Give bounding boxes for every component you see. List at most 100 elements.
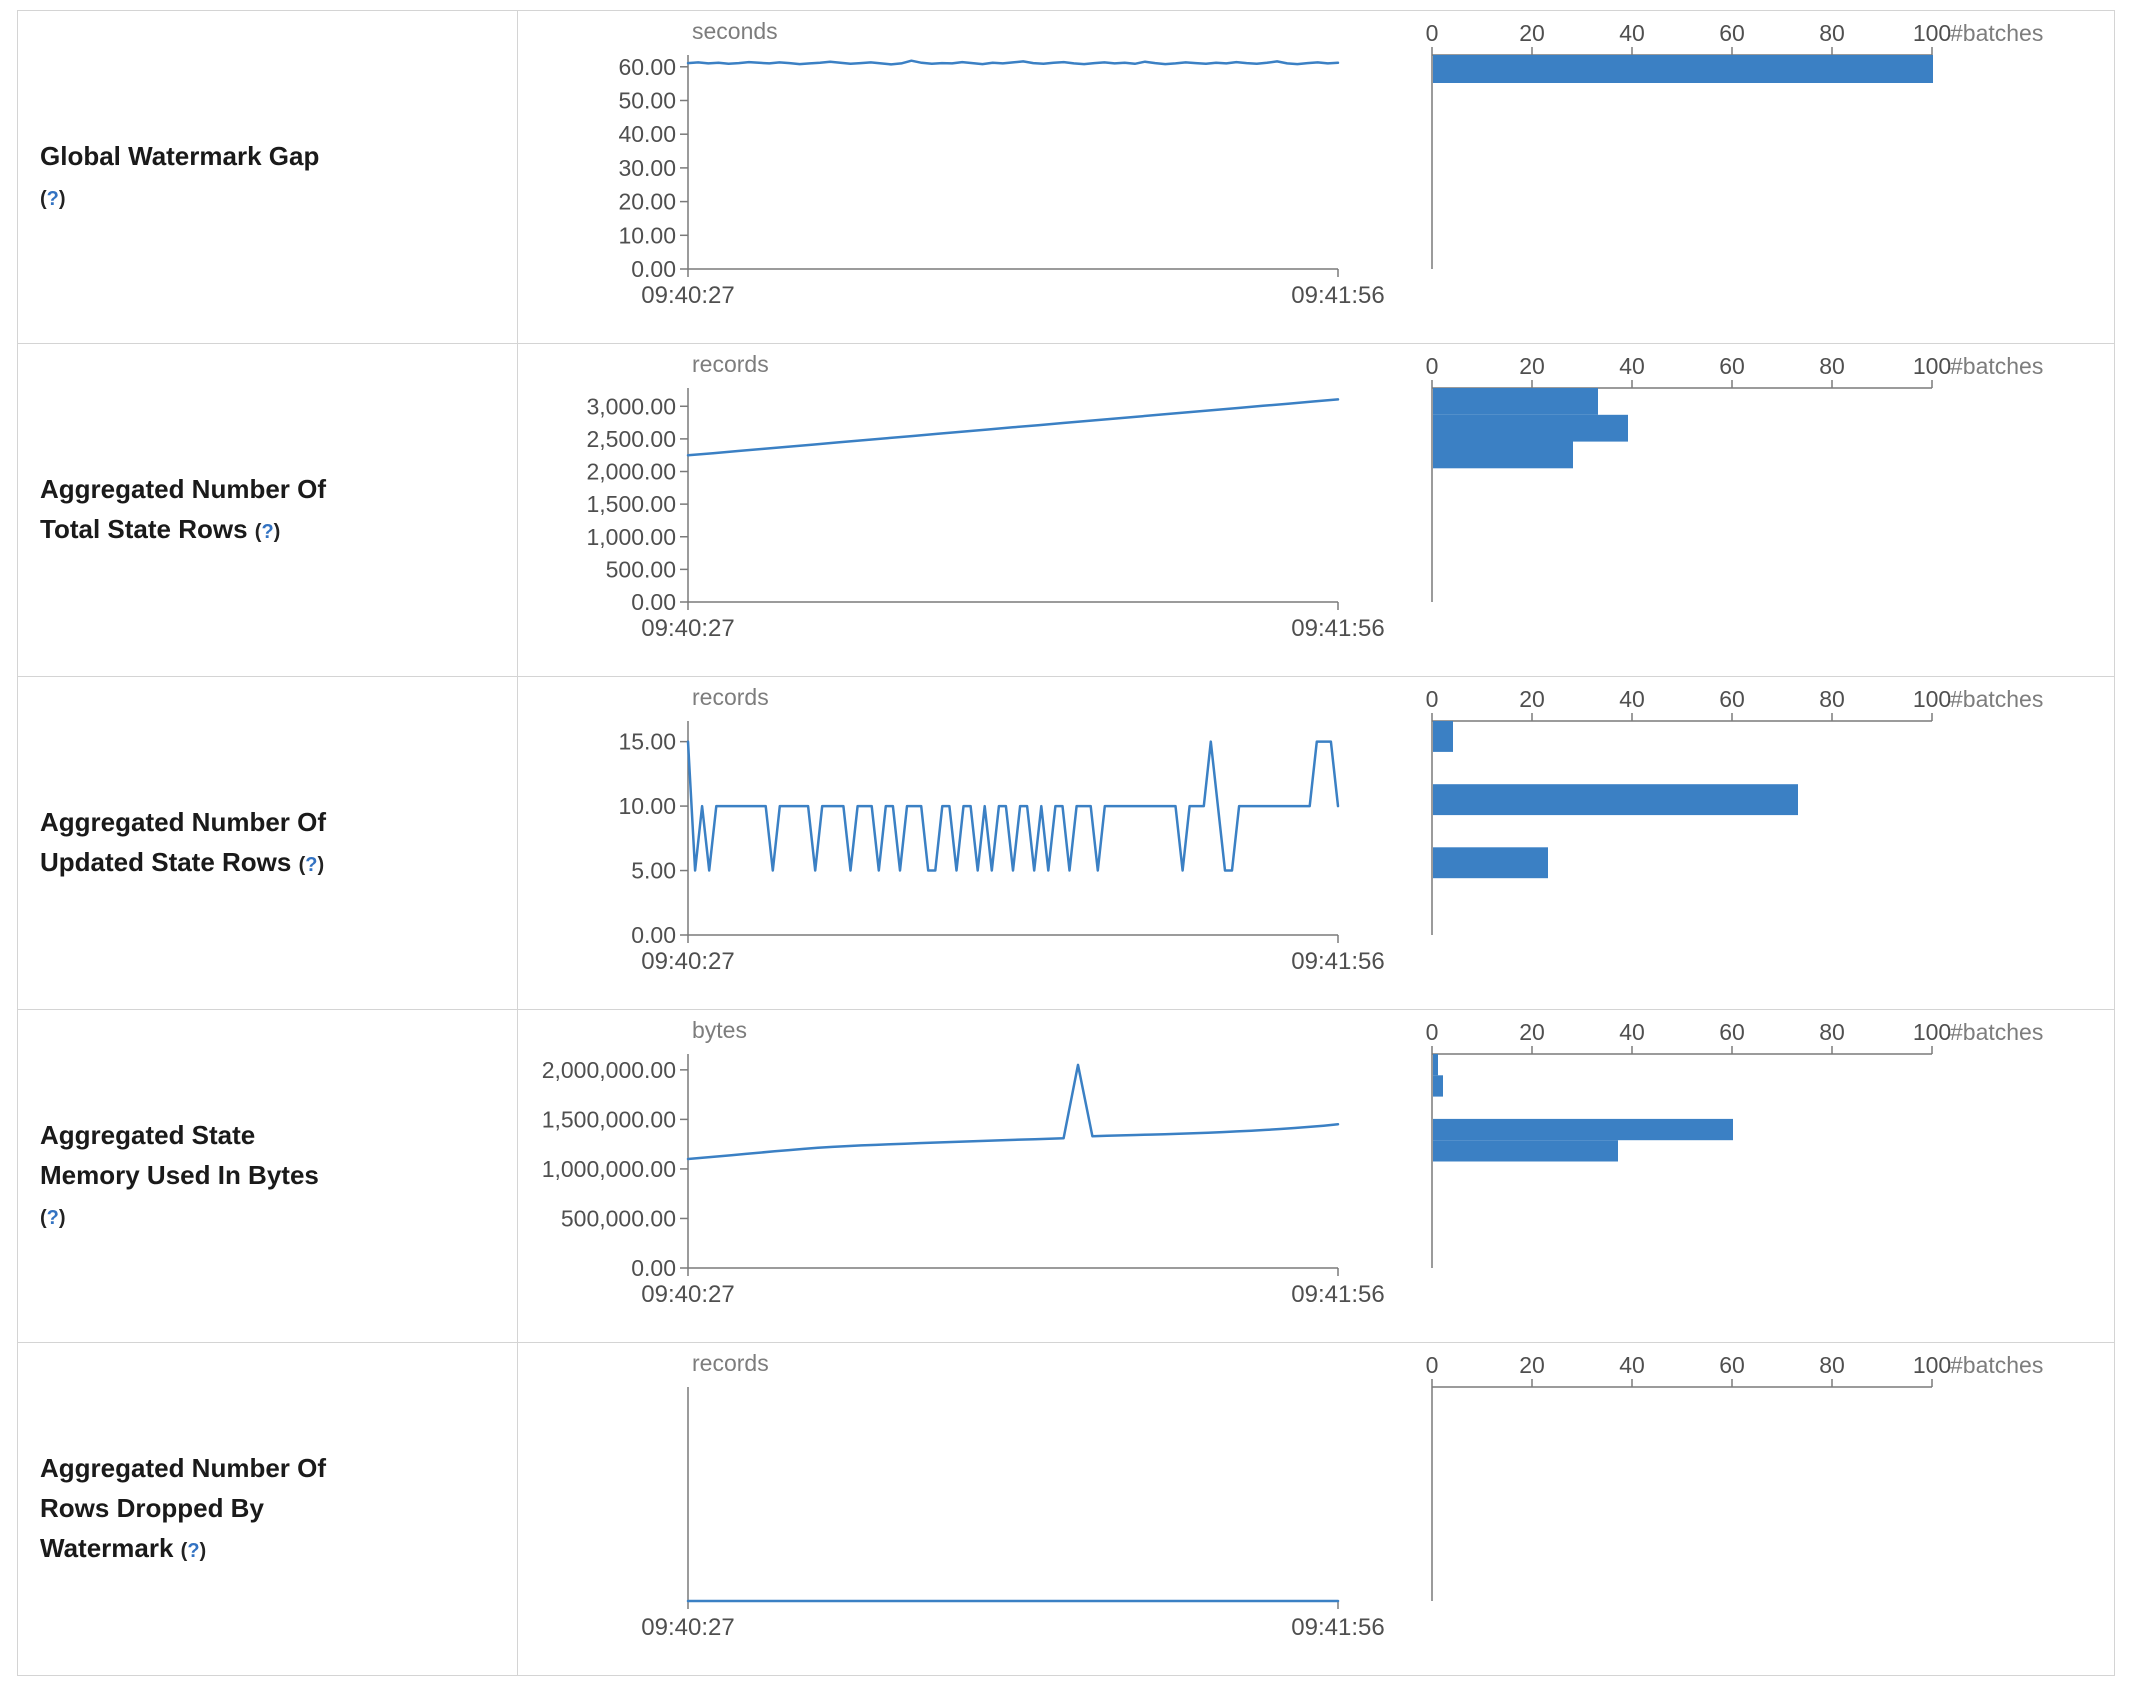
- y-tick-label: 5.00: [631, 858, 676, 884]
- x-tick-label-start: 09:40:27: [641, 1614, 734, 1641]
- histogram-chart-aggregated-total-state-rows: 0 20 40 60 80 100#batches: [1426, 353, 2043, 602]
- histogram-bar: [1433, 441, 1573, 469]
- help-icon[interactable]: (?): [299, 854, 325, 876]
- x-tick-label-end: 09:41:56: [1291, 948, 1384, 975]
- batches-tick-label: 40: [1619, 686, 1645, 712]
- metric-label-line: Global Watermark Gap: [40, 140, 320, 171]
- metric-label-line: (?): [40, 176, 319, 219]
- timeline-series-line: [686, 740, 1340, 872]
- timeline-series-line: [686, 398, 1340, 457]
- histogram-bar: [1433, 55, 1933, 83]
- unit-label: bytes: [692, 1017, 747, 1043]
- unit-label: records: [692, 684, 769, 710]
- batches-tick-label: 0: [1426, 686, 1439, 712]
- x-tick-label-end: 09:41:56: [1291, 1281, 1384, 1308]
- metric-row-aggregated-updated-state-rows: Aggregated Number Of Updated State Rows (…: [18, 677, 2114, 1010]
- metric-label-cell: Aggregated State Memory Used In Bytes (?): [18, 1010, 518, 1342]
- x-tick-label-end: 09:41:56: [1291, 282, 1384, 309]
- batches-tick-label: 100: [1913, 353, 1951, 379]
- metric-charts-cell: seconds 0.00 10.00 20.00 30.00 40.00 50.00 60.0…: [518, 11, 2114, 343]
- timeline-series-line: [686, 59, 1340, 66]
- x-tick-label-start: 09:40:27: [641, 948, 734, 975]
- metric-charts-cell: records 09:40:27 09:41:56 0 20 40 60 80 100 #batc…: [518, 1343, 2114, 1675]
- metric-label-line: Memory Used In Bytes: [40, 1159, 319, 1190]
- batches-tick-label: 0: [1426, 1352, 1439, 1378]
- help-link[interactable]: ?: [187, 1539, 200, 1562]
- batches-tick-label: 20: [1519, 20, 1545, 46]
- y-tick-label: 60.00: [618, 54, 676, 80]
- metric-label-cell: Aggregated Number Of Updated State Rows (…: [18, 677, 518, 1009]
- batches-tick-label: 60: [1719, 1019, 1745, 1045]
- histogram-bar: [1433, 1075, 1443, 1097]
- batches-tick-label: 100: [1913, 686, 1951, 712]
- y-tick-label: 2,000.00: [586, 459, 676, 485]
- x-tick-label-start: 09:40:27: [641, 1281, 734, 1308]
- metric-label-cell: Aggregated Number Of Rows Dropped By Water…: [18, 1343, 518, 1675]
- metric-label-line: Rows Dropped By: [40, 1492, 264, 1523]
- batches-tick-label: 60: [1719, 686, 1745, 712]
- help-link[interactable]: ?: [305, 853, 318, 876]
- y-tick-label: 0.00: [631, 922, 676, 948]
- timeline-series-line: [686, 1063, 1340, 1161]
- y-tick-label: 2,500.00: [586, 426, 676, 452]
- y-tick-label: 10.00: [618, 222, 676, 248]
- histogram-chart-global-watermark-gap: 0 20 40 60 80 100#batches: [1426, 20, 2043, 269]
- batches-tick-label: 20: [1519, 686, 1545, 712]
- help-paren-close: ): [58, 187, 66, 210]
- metric-label: Aggregated State Memory Used In Bytes (?): [40, 1115, 319, 1238]
- histogram-bar: [1433, 847, 1548, 879]
- metric-charts-cell: bytes 0.00 500,000.00 1,000,000.00 1,500,000…: [518, 1010, 2114, 1342]
- x-tick-label-start: 09:40:27: [641, 615, 734, 642]
- histogram-chart-aggregated-state-memory-used: 0 20 40 60 80 100#batches: [1426, 1019, 2043, 1268]
- metric-label-line: Aggregated Number Of: [40, 1452, 327, 1483]
- batches-tick-label: 0: [1426, 353, 1439, 379]
- histogram-bar: [1433, 1140, 1618, 1162]
- help-link[interactable]: ?: [46, 1206, 59, 1229]
- histogram-bar: [1433, 1054, 1438, 1076]
- help-icon[interactable]: (?): [40, 188, 66, 210]
- timeline-chart-global-watermark-gap: seconds 0.00 10.00 20.00 30.00 40.00 50.00 60.0…: [618, 18, 1384, 309]
- help-paren-open: (: [180, 1539, 188, 1562]
- help-paren-open: (: [40, 1206, 47, 1229]
- unit-label: records: [692, 1350, 769, 1376]
- y-tick-label: 40.00: [618, 121, 676, 147]
- histogram-bar: [1433, 784, 1798, 816]
- metric-label: Global Watermark Gap (?): [40, 136, 319, 219]
- histogram-bar: [1433, 414, 1628, 442]
- batches-tick-label: 100: [1913, 1019, 1951, 1045]
- metric-label-line: Watermark (?): [40, 1532, 207, 1563]
- y-tick-label: 15.00: [618, 729, 676, 755]
- help-link[interactable]: ?: [46, 187, 59, 210]
- timeline-chart-aggregated-updated-state-rows: records 0.00 5.00 10.00 15.00 09:40:27 09:41:5…: [618, 684, 1384, 975]
- y-tick-label: 10.00: [618, 793, 676, 819]
- batches-axis-label: #batches: [1950, 353, 2043, 379]
- batches-tick-label: 20: [1519, 1019, 1545, 1045]
- help-icon[interactable]: (?): [181, 1540, 207, 1562]
- metric-label: Aggregated Number Of Updated State Rows (…: [40, 802, 326, 885]
- unit-label: seconds: [692, 18, 778, 44]
- metric-label-cell: Aggregated Number Of Total State Rows (?): [18, 344, 518, 676]
- batches-tick-label: 40: [1619, 20, 1645, 46]
- help-link[interactable]: ?: [261, 520, 274, 543]
- metric-row-aggregated-state-memory-used: Aggregated State Memory Used In Bytes (?) b…: [18, 1010, 2114, 1343]
- y-tick-label: 20.00: [618, 189, 676, 215]
- y-tick-label: 0.00: [631, 589, 676, 615]
- help-icon[interactable]: (?): [255, 521, 281, 543]
- metric-row-aggregated-rows-dropped-by-watermark: Aggregated Number Of Rows Dropped By Water…: [18, 1343, 2114, 1675]
- metric-label-line: Aggregated Number Of: [40, 473, 327, 504]
- metric-row-aggregated-total-state-rows: Aggregated Number Of Total State Rows (?)…: [18, 344, 2114, 677]
- help-paren-close: ): [317, 853, 325, 876]
- metric-label-line: Total State Rows (?): [40, 513, 281, 544]
- help-paren-close: ): [199, 1539, 207, 1562]
- batches-tick-label: 80: [1819, 1352, 1845, 1378]
- batches-tick-label: 40: [1619, 353, 1645, 379]
- help-icon[interactable]: (?): [40, 1207, 66, 1229]
- metric-charts-cell: records 0.00 500.00 1,000.00 1,500.00 2,000.0…: [518, 344, 2114, 676]
- metric-label-cell: Global Watermark Gap (?): [18, 11, 518, 343]
- histogram-bar: [1433, 388, 1598, 415]
- y-tick-label: 0.00: [631, 256, 676, 282]
- y-tick-label: 3,000.00: [586, 393, 676, 419]
- help-paren-open: (: [254, 520, 262, 543]
- y-tick-label: 30.00: [618, 155, 676, 181]
